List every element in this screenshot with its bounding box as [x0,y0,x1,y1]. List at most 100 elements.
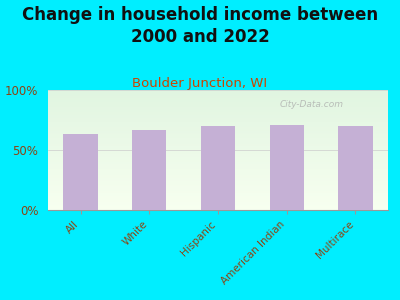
Bar [48,155,388,156]
Bar [48,163,388,164]
Text: Change in household income between
2000 and 2022: Change in household income between 2000 … [22,6,378,46]
Bar [48,182,388,184]
Bar [48,164,388,166]
Bar [48,107,388,108]
Bar [48,176,388,178]
Bar [48,148,388,149]
Bar [48,134,388,136]
Bar [48,188,388,190]
Bar [48,158,388,160]
Bar [48,108,388,109]
Bar [48,138,388,139]
Bar [48,196,388,197]
Bar [48,104,388,106]
Bar [48,190,388,191]
Bar [48,186,388,187]
Bar [48,131,388,132]
Text: City-Data.com: City-Data.com [279,100,343,109]
Bar [48,140,388,142]
Bar [48,95,388,96]
Bar [48,172,388,173]
Bar [48,170,388,172]
Bar [48,208,388,209]
Bar [48,175,388,176]
Bar [48,130,388,131]
Bar [48,202,388,203]
Bar [270,125,304,210]
Bar [48,125,388,126]
Bar [48,120,388,121]
Bar [48,96,388,97]
Bar [48,193,388,194]
Bar [48,150,388,151]
Bar [48,127,388,128]
Bar [48,112,388,113]
Bar [48,113,388,114]
Bar [201,126,235,210]
Bar [48,118,388,119]
Bar [48,194,388,196]
Bar [48,142,388,143]
Bar [48,132,388,133]
Bar [48,173,388,174]
Bar [48,169,388,170]
Bar [48,161,388,162]
Bar [48,149,388,150]
Bar [48,122,388,124]
Bar [48,154,388,155]
Bar [48,136,388,137]
Bar [48,174,388,175]
Bar [48,178,388,179]
Bar [48,184,388,185]
Bar [48,144,388,145]
Bar [48,157,388,158]
Bar [48,90,388,91]
Bar [48,114,388,115]
Bar [48,137,388,138]
Bar [48,91,388,92]
Bar [48,146,388,148]
Bar [48,133,388,134]
Bar [48,156,388,157]
Bar [48,115,388,116]
Bar [48,103,388,104]
Bar [48,185,388,186]
Bar [48,160,388,161]
Bar [48,168,388,169]
Bar [48,98,388,100]
Bar [338,126,372,210]
Bar [48,106,388,107]
Bar [48,180,388,181]
Bar [48,145,388,146]
Bar [48,200,388,202]
Bar [48,139,388,140]
Bar [48,92,388,94]
Bar [48,192,388,193]
Bar [48,124,388,125]
Bar [48,199,388,200]
Bar [48,100,388,101]
Bar [48,198,388,199]
Bar [64,134,98,210]
Bar [48,116,388,118]
Bar [48,167,388,168]
Bar [48,121,388,122]
Bar [48,119,388,120]
Bar [48,152,388,154]
Bar [48,101,388,102]
Bar [48,209,388,210]
Text: Boulder Junction, WI: Boulder Junction, WI [132,76,268,89]
Bar [48,109,388,110]
Bar [48,204,388,205]
Bar [132,130,166,210]
Bar [48,191,388,192]
Bar [48,203,388,204]
Bar [48,97,388,98]
Bar [48,143,388,144]
Bar [48,94,388,95]
Bar [48,166,388,167]
Bar [48,205,388,206]
Bar [48,151,388,152]
Bar [48,181,388,182]
Bar [48,206,388,208]
